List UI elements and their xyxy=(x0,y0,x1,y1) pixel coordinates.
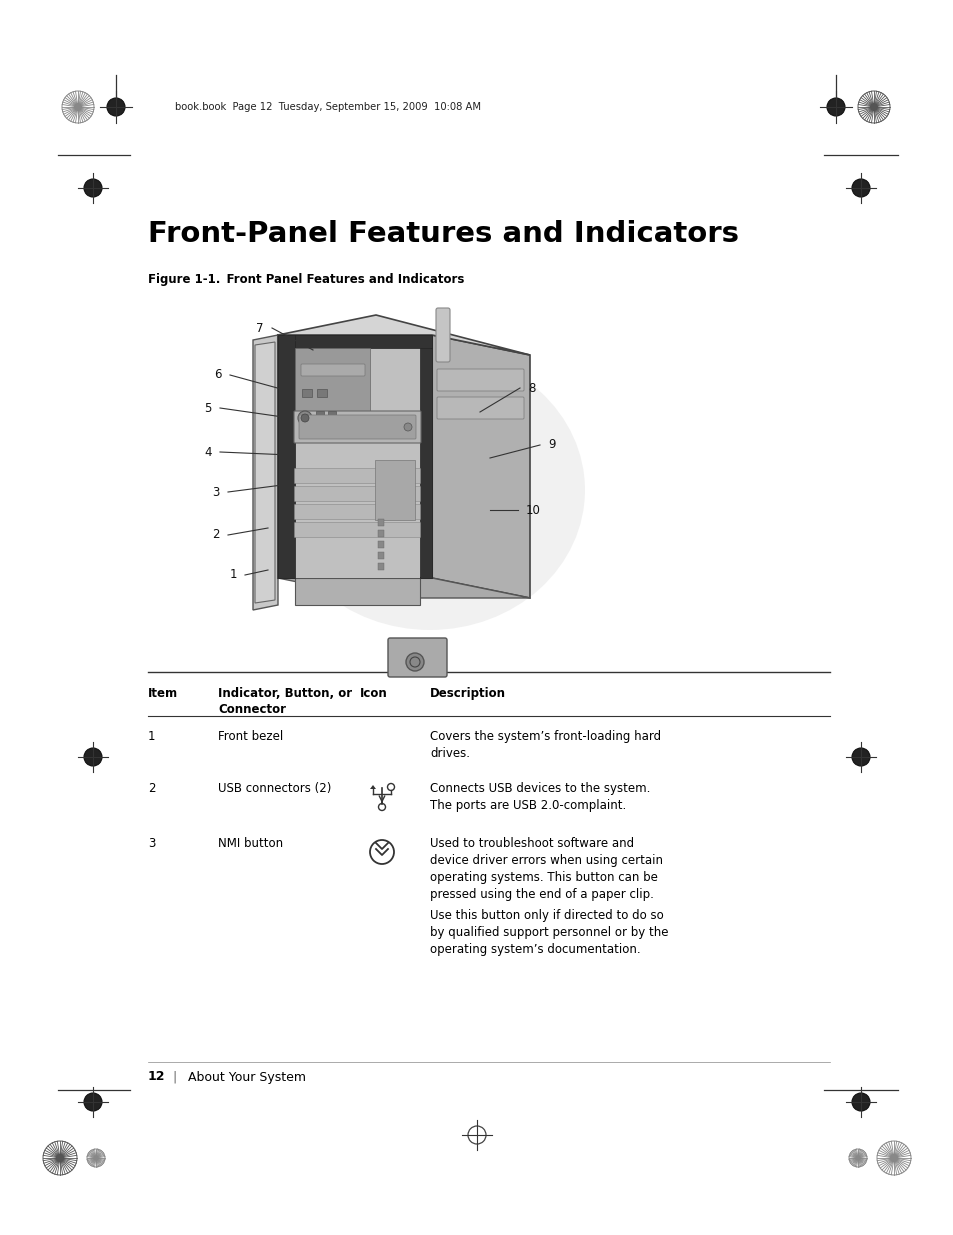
FancyBboxPatch shape xyxy=(436,369,523,391)
Text: 12: 12 xyxy=(148,1071,165,1083)
Circle shape xyxy=(84,1093,102,1112)
Polygon shape xyxy=(370,785,375,789)
Text: Front Panel Features and Indicators: Front Panel Features and Indicators xyxy=(210,273,464,287)
Text: Use this button only if directed to do so
by qualified support personnel or by t: Use this button only if directed to do s… xyxy=(430,909,668,956)
FancyBboxPatch shape xyxy=(315,411,324,424)
Polygon shape xyxy=(419,348,432,578)
Text: Covers the system’s front-loading hard
drives.: Covers the system’s front-loading hard d… xyxy=(430,730,660,760)
FancyBboxPatch shape xyxy=(377,519,384,526)
Text: Front bezel: Front bezel xyxy=(218,730,283,743)
FancyBboxPatch shape xyxy=(294,468,420,483)
Text: 1: 1 xyxy=(230,568,236,582)
FancyBboxPatch shape xyxy=(302,389,312,396)
Text: 2: 2 xyxy=(213,529,220,541)
Circle shape xyxy=(55,1153,64,1162)
Polygon shape xyxy=(277,315,530,354)
Text: Icon: Icon xyxy=(359,687,387,700)
Circle shape xyxy=(889,1153,898,1162)
Circle shape xyxy=(93,1156,98,1160)
FancyBboxPatch shape xyxy=(377,563,384,571)
Text: 8: 8 xyxy=(527,382,535,394)
FancyBboxPatch shape xyxy=(436,308,450,362)
Text: Description: Description xyxy=(430,687,505,700)
FancyBboxPatch shape xyxy=(377,541,384,548)
Circle shape xyxy=(301,414,309,422)
Polygon shape xyxy=(294,348,370,430)
Circle shape xyxy=(107,98,125,116)
Text: Connects USB devices to the system.
The ports are USB 2.0-complaint.: Connects USB devices to the system. The … xyxy=(430,782,650,811)
Circle shape xyxy=(851,748,869,766)
FancyBboxPatch shape xyxy=(316,389,327,396)
Text: Front-Panel Features and Indicators: Front-Panel Features and Indicators xyxy=(148,220,739,248)
Text: 3: 3 xyxy=(213,485,220,499)
Text: |: | xyxy=(172,1071,176,1083)
Polygon shape xyxy=(294,578,419,605)
FancyBboxPatch shape xyxy=(377,552,384,559)
Text: 1: 1 xyxy=(148,730,155,743)
Text: 2: 2 xyxy=(148,782,155,795)
FancyBboxPatch shape xyxy=(436,396,523,419)
Text: 5: 5 xyxy=(204,401,212,415)
Circle shape xyxy=(403,424,412,431)
Circle shape xyxy=(851,179,869,198)
Circle shape xyxy=(74,103,82,111)
Text: About Your System: About Your System xyxy=(188,1071,306,1083)
Polygon shape xyxy=(432,335,530,598)
Text: Indicator, Button, or
Connector: Indicator, Button, or Connector xyxy=(218,687,352,716)
Text: 4: 4 xyxy=(204,446,212,458)
Text: 7: 7 xyxy=(256,321,264,335)
Circle shape xyxy=(826,98,844,116)
Polygon shape xyxy=(253,335,277,610)
FancyBboxPatch shape xyxy=(298,415,416,438)
Circle shape xyxy=(84,179,102,198)
Polygon shape xyxy=(277,335,294,578)
Polygon shape xyxy=(254,342,274,603)
FancyBboxPatch shape xyxy=(294,522,420,537)
FancyBboxPatch shape xyxy=(388,638,447,677)
FancyBboxPatch shape xyxy=(377,530,384,537)
Polygon shape xyxy=(294,335,432,348)
Circle shape xyxy=(84,748,102,766)
Text: 10: 10 xyxy=(525,504,540,516)
Polygon shape xyxy=(277,578,530,598)
Polygon shape xyxy=(277,335,432,578)
FancyBboxPatch shape xyxy=(294,411,420,443)
Ellipse shape xyxy=(274,350,584,630)
Text: 6: 6 xyxy=(214,368,222,382)
Polygon shape xyxy=(294,348,419,578)
FancyBboxPatch shape xyxy=(294,505,420,520)
FancyBboxPatch shape xyxy=(294,487,420,501)
Text: book.book  Page 12  Tuesday, September 15, 2009  10:08 AM: book.book Page 12 Tuesday, September 15,… xyxy=(174,103,480,112)
Circle shape xyxy=(855,1156,860,1160)
Text: Used to troubleshoot software and
device driver errors when using certain
operat: Used to troubleshoot software and device… xyxy=(430,837,662,902)
Text: 3: 3 xyxy=(148,837,155,850)
Text: 9: 9 xyxy=(547,438,555,452)
FancyBboxPatch shape xyxy=(375,459,415,520)
Circle shape xyxy=(406,653,423,671)
Text: Item: Item xyxy=(148,687,178,700)
Circle shape xyxy=(851,1093,869,1112)
Text: USB connectors (2): USB connectors (2) xyxy=(218,782,331,795)
Circle shape xyxy=(869,103,877,111)
FancyBboxPatch shape xyxy=(328,411,335,424)
Circle shape xyxy=(297,411,312,425)
Text: Figure 1-1.: Figure 1-1. xyxy=(148,273,220,287)
Text: NMI button: NMI button xyxy=(218,837,283,850)
FancyBboxPatch shape xyxy=(301,364,365,375)
